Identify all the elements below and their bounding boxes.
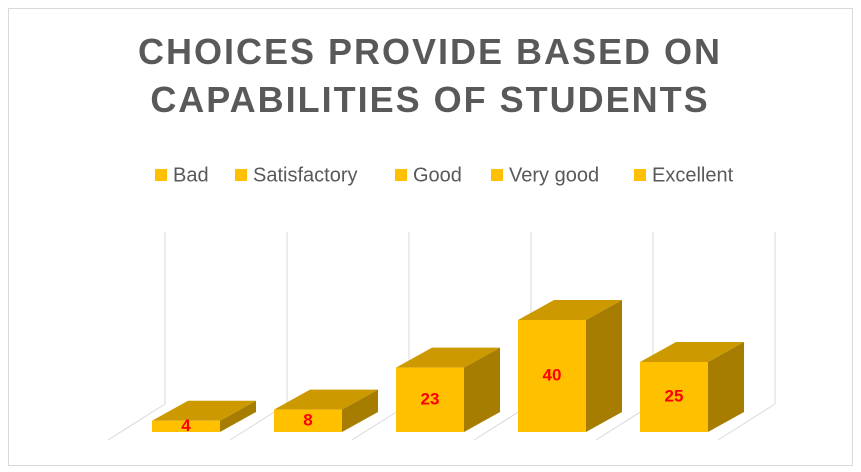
data-label: 23: [421, 389, 440, 408]
bar-side: [708, 342, 744, 432]
legend-label: Bad: [173, 164, 209, 186]
bar-top: [152, 400, 256, 421]
bar-front: [152, 420, 220, 432]
floor-line: [717, 403, 776, 441]
legend-swatch: [491, 169, 503, 181]
bar-front: [518, 320, 586, 432]
legend-swatch: [155, 169, 167, 181]
bar: [518, 300, 622, 432]
bar: [152, 400, 256, 432]
bar-front: [274, 409, 342, 432]
legend-swatch: [634, 169, 646, 181]
bar-side: [464, 347, 500, 432]
bar-top: [640, 342, 744, 362]
legend-label: Good: [413, 164, 462, 186]
bar-side: [342, 389, 378, 432]
bar-side: [586, 300, 622, 432]
bar-top: [518, 300, 622, 320]
legend-label: Very good: [509, 164, 599, 186]
floor-line: [107, 403, 166, 441]
legend-label: Satisfactory: [253, 164, 357, 186]
chart-title: CHOICES PROVIDE BASED ON CAPABILITIES OF…: [137, 31, 723, 120]
data-label: 4: [181, 416, 191, 435]
legend-swatch: [235, 169, 247, 181]
bar-front: [640, 362, 708, 432]
bar-top: [396, 347, 500, 368]
data-label: 25: [665, 386, 684, 405]
bar-top: [274, 389, 378, 410]
legend-swatch: [395, 169, 407, 181]
bar: [396, 347, 500, 432]
data-label: 40: [543, 365, 562, 384]
data-label: 8: [303, 410, 312, 429]
bar-front: [396, 367, 464, 432]
bar: [640, 342, 744, 432]
legend-label: Excellent: [652, 164, 734, 186]
bar: [274, 389, 378, 432]
bar-side: [220, 400, 256, 432]
